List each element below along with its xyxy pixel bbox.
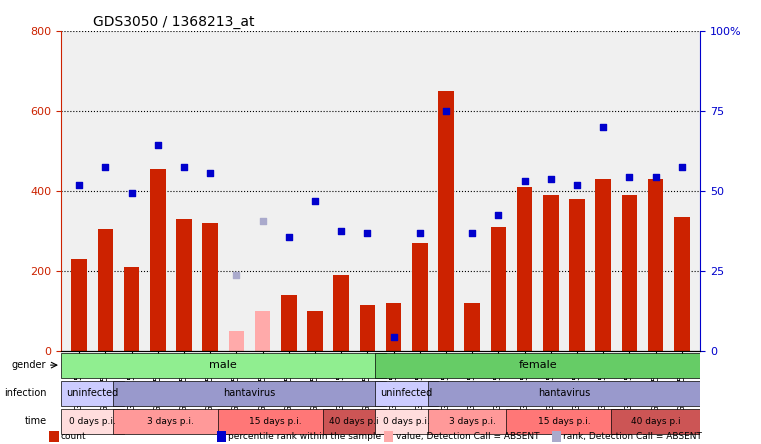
Text: 3 days p.i.: 3 days p.i. xyxy=(148,416,194,426)
Bar xyxy=(228,331,244,351)
Bar xyxy=(375,381,438,406)
Bar xyxy=(61,381,124,406)
Bar xyxy=(517,187,533,351)
Point xyxy=(100,163,112,170)
Point xyxy=(204,170,216,177)
Text: infection: infection xyxy=(4,388,46,398)
Text: female: female xyxy=(518,360,557,370)
Text: 0 days p.i.: 0 days p.i. xyxy=(384,416,430,426)
Bar xyxy=(375,353,700,378)
Point xyxy=(440,107,452,115)
Bar xyxy=(72,259,87,351)
Bar xyxy=(333,275,349,351)
Text: male: male xyxy=(209,360,237,370)
Text: rank, Detection Call = ABSENT: rank, Detection Call = ABSENT xyxy=(563,432,702,440)
Text: time: time xyxy=(24,416,46,426)
Text: 40 days p.i: 40 days p.i xyxy=(330,416,379,426)
Text: hantavirus: hantavirus xyxy=(224,388,275,398)
Point xyxy=(518,178,530,185)
Bar xyxy=(281,295,297,351)
Point xyxy=(492,211,505,218)
Bar xyxy=(622,195,637,351)
Bar xyxy=(375,408,438,434)
Bar xyxy=(113,408,228,434)
Text: uninfected: uninfected xyxy=(66,388,119,398)
Bar xyxy=(611,408,700,434)
Bar xyxy=(61,408,124,434)
Bar xyxy=(648,179,664,351)
Point xyxy=(545,175,557,182)
Text: 3 days p.i.: 3 days p.i. xyxy=(449,416,495,426)
Bar xyxy=(674,217,689,351)
Point xyxy=(414,230,426,237)
Bar xyxy=(386,303,402,351)
Bar xyxy=(412,243,428,351)
Point xyxy=(571,182,583,189)
Text: uninfected: uninfected xyxy=(380,388,433,398)
Bar xyxy=(464,303,480,351)
Bar xyxy=(438,91,454,351)
Bar xyxy=(150,169,166,351)
Point xyxy=(649,174,661,181)
Point xyxy=(361,230,374,237)
Text: GDS3050 / 1368213_at: GDS3050 / 1368213_at xyxy=(93,15,254,29)
Text: 0 days p.i.: 0 days p.i. xyxy=(69,416,116,426)
Bar xyxy=(428,381,700,406)
Point xyxy=(126,190,138,197)
Bar xyxy=(543,195,559,351)
Point xyxy=(151,142,164,149)
Text: value, Detection Call = ABSENT: value, Detection Call = ABSENT xyxy=(396,432,540,440)
Text: percentile rank within the sample: percentile rank within the sample xyxy=(228,432,381,440)
Point xyxy=(676,163,688,170)
Bar xyxy=(124,267,139,351)
Point xyxy=(623,174,635,181)
Bar xyxy=(113,381,386,406)
Text: gender: gender xyxy=(12,360,46,370)
Point xyxy=(73,182,85,189)
Text: count: count xyxy=(61,432,87,440)
Point xyxy=(283,234,295,241)
Bar xyxy=(506,408,622,434)
Bar xyxy=(61,353,386,378)
Bar xyxy=(218,408,333,434)
Bar xyxy=(569,199,585,351)
Point xyxy=(231,272,243,279)
Point xyxy=(178,163,190,170)
Bar xyxy=(595,179,611,351)
Bar xyxy=(491,227,506,351)
Point xyxy=(335,227,347,234)
Point xyxy=(256,218,269,225)
Point xyxy=(466,230,478,237)
Point xyxy=(309,198,321,205)
Bar xyxy=(202,223,218,351)
Text: 40 days p.i: 40 days p.i xyxy=(631,416,680,426)
Bar xyxy=(428,408,517,434)
Bar xyxy=(307,311,323,351)
Point xyxy=(387,333,400,341)
Bar xyxy=(359,305,375,351)
Bar xyxy=(176,219,192,351)
Point xyxy=(597,123,610,131)
Text: 15 days p.i.: 15 days p.i. xyxy=(250,416,302,426)
Bar xyxy=(97,229,113,351)
Bar xyxy=(255,311,270,351)
Text: 15 days p.i.: 15 days p.i. xyxy=(537,416,591,426)
Text: hantavirus: hantavirus xyxy=(538,388,590,398)
Bar xyxy=(323,408,386,434)
